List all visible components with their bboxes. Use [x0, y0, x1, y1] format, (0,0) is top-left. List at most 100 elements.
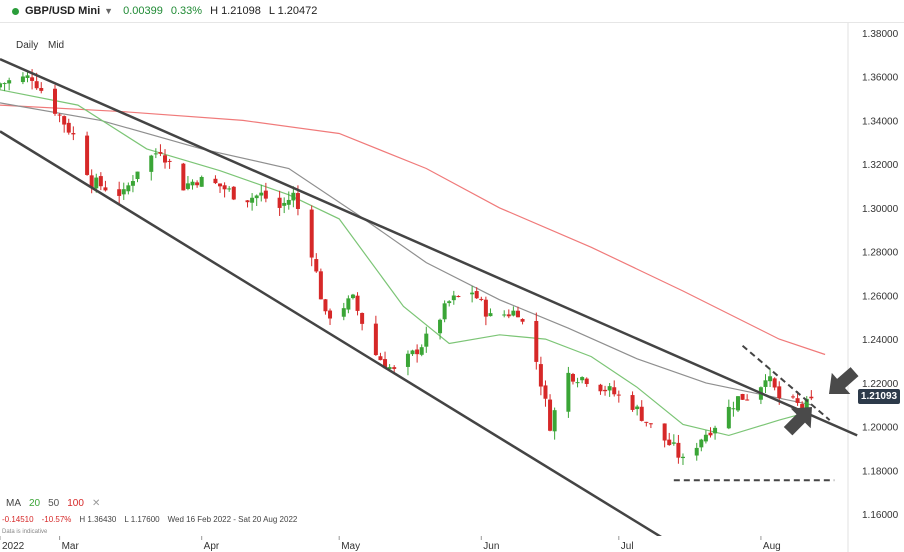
candle-body	[612, 387, 617, 395]
x-tick-label: Jul	[621, 541, 634, 552]
candle-body	[323, 299, 328, 312]
candle-body	[181, 163, 186, 191]
price-change: 0.00399	[123, 5, 163, 17]
candle-body	[603, 389, 608, 392]
range-high: H 1.36430	[79, 515, 117, 524]
chevron-down-icon[interactable]: ▼	[104, 6, 114, 16]
candle-body	[378, 356, 383, 361]
y-tick-label: 1.34000	[862, 116, 899, 127]
candle-body	[71, 133, 76, 135]
candle-body	[644, 421, 649, 423]
candle-body	[809, 396, 814, 399]
candle-body	[153, 153, 158, 155]
candle-body	[694, 447, 699, 456]
candle-body	[30, 77, 35, 81]
candle-body	[121, 189, 126, 195]
candle-body	[360, 312, 365, 324]
range-stats: -0.14510 -10.57% H 1.36430 L 1.17600 Wed…	[2, 515, 297, 524]
instrument-name[interactable]: GBP/USD Mini	[25, 5, 101, 17]
y-tick-label: 1.16000	[862, 510, 899, 521]
candle-body	[456, 296, 461, 298]
candle-body	[667, 439, 672, 446]
x-tick-label: Aug	[763, 541, 781, 552]
current-price-badge: 1.21093	[858, 389, 900, 404]
candle-body	[282, 202, 287, 206]
candle-body	[318, 271, 323, 300]
candle-body	[488, 313, 493, 317]
candle-body	[520, 319, 525, 322]
candle-body	[405, 353, 410, 367]
candle-body	[346, 298, 351, 310]
y-tick-label: 1.24000	[862, 335, 899, 346]
candle-body	[245, 200, 250, 203]
candle-body	[635, 406, 640, 410]
annotation-arrow-icon	[829, 367, 859, 394]
candle-body	[227, 188, 232, 190]
candle-body	[314, 259, 319, 272]
candle-body	[548, 399, 553, 431]
ma-legend[interactable]: MA 20 50 100 ✕	[6, 498, 100, 509]
ma-label: MA	[6, 498, 21, 509]
candle-body	[676, 442, 681, 458]
candle-body	[392, 367, 397, 369]
candle-body	[680, 456, 685, 459]
candle-body	[438, 319, 443, 334]
candle-body	[584, 378, 589, 385]
candle-body	[515, 310, 520, 318]
range-change: -0.14510	[2, 515, 34, 524]
candle-body	[254, 195, 259, 199]
candle-body	[708, 432, 713, 436]
candle-body	[616, 394, 621, 396]
candle-body	[740, 393, 745, 400]
ma-20-label[interactable]: 20	[29, 498, 41, 509]
y-tick-label: 1.36000	[862, 73, 899, 84]
candle-body	[451, 295, 456, 301]
candle-body	[103, 187, 108, 191]
candle-body	[167, 160, 172, 162]
ma-100-line	[0, 104, 826, 356]
candle-body	[552, 410, 557, 432]
candle-body	[199, 176, 204, 187]
close-icon[interactable]: ✕	[91, 498, 101, 509]
range-change-pct: -10.57%	[41, 515, 72, 524]
candle-body	[53, 88, 58, 114]
ma-100-label[interactable]: 100	[67, 498, 84, 509]
candle-body	[98, 176, 103, 187]
candle-body	[424, 333, 429, 347]
candle-body	[534, 320, 539, 362]
y-tick-label: 1.26000	[862, 291, 899, 302]
candle-body	[506, 314, 511, 317]
plot-area	[0, 58, 858, 536]
candle-body	[85, 135, 90, 175]
y-tick-label: 1.28000	[862, 248, 899, 259]
ma-50-line	[0, 102, 812, 406]
candle-body	[218, 183, 223, 187]
candle-body	[20, 76, 25, 83]
x-tick-label: Apr	[204, 541, 220, 552]
session-high: H 1.21098	[210, 5, 261, 17]
candle-body	[94, 177, 99, 189]
market-status-dot	[12, 7, 19, 15]
y-tick-label: 1.20000	[862, 423, 899, 434]
timeframe-selector[interactable]: Daily	[16, 40, 39, 51]
candle-body	[731, 408, 736, 410]
candle-body	[222, 185, 227, 190]
ma-50-label[interactable]: 50	[48, 498, 60, 509]
candle-body	[575, 382, 580, 384]
price-type-selector[interactable]: Mid	[48, 40, 65, 51]
ma-20-line	[0, 89, 812, 437]
trendline-3	[741, 344, 831, 421]
candle-body	[795, 398, 800, 403]
candle-body	[580, 377, 585, 381]
candle-body	[483, 299, 488, 317]
candle-body	[7, 80, 12, 84]
candle-body	[607, 386, 612, 391]
candle-body	[648, 423, 653, 425]
candle-body	[250, 197, 255, 203]
x-tick-label: Mar	[62, 541, 80, 552]
candle-body	[25, 75, 30, 78]
candle-body	[768, 376, 773, 382]
candle-body	[772, 378, 777, 388]
